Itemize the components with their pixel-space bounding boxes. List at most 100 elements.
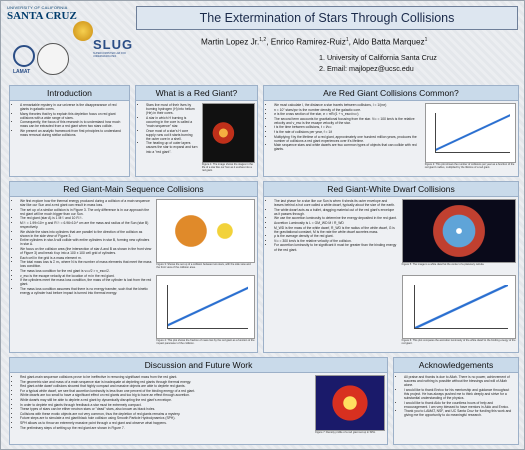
bullet: If the cylinders meet the mass loss cond… <box>20 278 152 286</box>
bullet: Once most of a star's H core supply runs… <box>146 129 198 141</box>
section-heading: What is a Red Giant? <box>136 86 257 101</box>
figure-caption: Figure 3: Shows the set up of a collisio… <box>156 263 251 269</box>
bullet: Multiplying f by the lifetime of a red g… <box>274 135 421 143</box>
slug-logo-main: SLUG <box>93 37 134 52</box>
bullet-list: Red giant-main sequence collisions prove… <box>13 375 311 430</box>
bullet: ρ is the average density of the red gian… <box>274 234 398 238</box>
bullet-list: We first explore how the thermal energy … <box>13 199 152 296</box>
ucsc-logo-main: SANTA CRUZ <box>7 10 77 22</box>
authors: Martin Lopez Jr.1,2, Enrico Ramirez-Ruiz… <box>201 37 427 47</box>
bullet: The preliminary steps of setting up the … <box>20 426 311 430</box>
bullet: σ is the cross section of the star, σ = … <box>274 112 421 116</box>
figure: Figure 5: The image is a white dwarf at … <box>401 199 516 273</box>
bullet-list: The last phase for a star like our Sun i… <box>267 199 398 252</box>
bullet: All praise and thanks is due to Allah. T… <box>404 375 514 387</box>
bullet: We must calculate l, the distance a star… <box>274 103 421 107</box>
bullet: The last phase for a star like our Sun i… <box>274 199 398 207</box>
figure-image <box>156 199 255 263</box>
bullet: The set up of a similar collision is in … <box>20 208 152 216</box>
slug-logo-sub: SUPERCOMPUTER LAB FOR UNDERGRADUATES <box>93 52 126 58</box>
bullet: These types of stars can be either neutr… <box>20 407 311 411</box>
bullet-list: Stars live most of their lives by burnin… <box>139 103 198 154</box>
lamat-logo: LAMAT <box>13 69 31 75</box>
section-heading: Red Giant-Main Sequence Collisions <box>10 182 257 197</box>
bullet: The white dwarf acts as a bullet, draggi… <box>274 208 398 216</box>
figure: Figure 3: Shows the set up of a collisio… <box>156 199 255 273</box>
section-panel: Acknowledgements All praise and thanks is… <box>393 357 519 445</box>
bullet: Future steps are to simulate a red giant… <box>20 416 311 420</box>
bullet-list: We must calculate l, the distance a star… <box>267 103 421 152</box>
section-panel: Discussion and Future Work Red giant-main… <box>9 357 388 445</box>
bullet: I would like to thank Aldo for the count… <box>404 401 514 409</box>
author-affil-mark: 1 <box>345 37 349 43</box>
bullet: The second term accounts for gravitation… <box>274 117 421 125</box>
bullet: The mass loss condition assumes that the… <box>20 287 152 295</box>
bullet: The heating up of outer layers causes th… <box>146 141 198 153</box>
bullet: The total mass loss is Σ mᵢ, where N is … <box>20 260 152 268</box>
bullet: In order to deplete red giants through f… <box>20 403 311 407</box>
bullet: We first explore how the thermal energy … <box>20 199 152 207</box>
bullet: n = 10⁷ stars/pc³ is the number density … <box>274 108 421 112</box>
author-affil-mark: 1,2 <box>259 37 267 43</box>
section-panel: Red Giant-Main Sequence Collisions We fir… <box>9 181 258 353</box>
bullet: Each cell in the grid is a mass element … <box>20 256 152 260</box>
bullet: Many theories that try to explain this d… <box>20 112 125 120</box>
bullet: V∞ = 300 km/s is the relative velocity o… <box>274 239 398 243</box>
section-heading: Are Red Giant Collisions Common? <box>264 86 518 101</box>
affiliation: 2. Email: majlopez@ucsc.edu <box>319 64 414 73</box>
section-heading: Red Giant-White Dwarf Collisions <box>264 182 518 197</box>
bullet: M☉ = 1.99×10³³ g and R☉ = 6.96×10¹⁰ cm a… <box>20 221 152 229</box>
bullet: Accretion Luminosity is L = GM_WD Ṁ / R_… <box>274 221 398 225</box>
section-heading: Introduction <box>10 86 129 101</box>
bullet: The geometric size and mass of a main se… <box>20 380 311 384</box>
plot-curve <box>434 112 510 154</box>
figure-caption: Figure 7: Density profile of a red giant… <box>315 431 376 434</box>
plot-curve <box>413 285 509 329</box>
bullet: Entire cylinders in star A will collide … <box>20 238 152 246</box>
bullet: A star in which H burning is occurring i… <box>146 116 198 128</box>
bullet: Thank you to LAMAT, NSF, and UC Santa Cr… <box>404 409 514 417</box>
figure: Figure 1: The image shows the stages in … <box>201 103 255 173</box>
bullet: Red giant-white dwarf collisions showed … <box>20 384 311 388</box>
author-name: , Enrico Ramirez-Ruiz <box>266 37 346 47</box>
figure-image <box>401 199 516 263</box>
bullet: v_esc is the escape velocity at the loca… <box>20 274 152 278</box>
bullet: I would like to thank Enrico for his men… <box>404 388 514 400</box>
lamat-icon <box>13 45 35 67</box>
bullet: t is the time between collisions, t = l/… <box>274 125 421 129</box>
figure: Figure 7: Density profile of a red giant… <box>315 375 385 441</box>
section-heading: Acknowledgements <box>394 358 518 373</box>
affiliation: 1. University of California Santa Cruz <box>319 53 437 62</box>
figure-caption: Figure 5: The image is a white dwarf at … <box>401 263 485 266</box>
bullet: SPH allows us to throw an extremely mass… <box>20 421 311 425</box>
bullet: M_WD is the mass of the white dwarf, R_W… <box>274 226 398 234</box>
ucsc-logo: UNIVERSITY OF CALIFORNIA SANTA CRUZ <box>7 5 77 35</box>
figure: Figure 4: This plot shows the fraction o… <box>156 275 255 349</box>
bullet: Consequently, the focus of this research… <box>20 120 125 128</box>
figure-caption: Figure 2: This plot shows the number of … <box>424 163 515 169</box>
figure-caption: Figure 4: This plot shows the fraction o… <box>156 339 255 345</box>
section-panel: What is a Red Giant? Stars live most of t… <box>135 85 258 177</box>
bullet: We use the accretion luminosity to deter… <box>274 216 398 220</box>
figure-image <box>201 103 255 163</box>
author-name: Martin Lopez Jr. <box>201 37 260 47</box>
bullet: The mass loss condition for the red gian… <box>20 269 152 273</box>
bullet: f is the rate of collisions per year, f … <box>274 130 421 134</box>
author-affil-mark: 1 <box>424 37 428 43</box>
bullet: A remarkable mystery in our universe is … <box>20 103 125 111</box>
figure-image <box>315 375 385 431</box>
figure-caption: Figure 6: This plot compares the accreti… <box>401 339 516 345</box>
figure-image <box>424 103 516 163</box>
poster-title: The Extermination of Stars Through Colli… <box>136 6 518 30</box>
figure-image <box>156 275 255 339</box>
bullet: While dwarfs may still be able to deplet… <box>20 398 311 402</box>
section-panel: Are Red Giant Collisions Common? We must … <box>263 85 519 177</box>
bullet: We present an analytic framework from fi… <box>20 129 125 137</box>
bullet: Main sequence stars and white dwarfs are… <box>274 143 421 151</box>
round-logo <box>37 43 69 75</box>
slug-logo: SLUG SUPERCOMPUTER LAB FOR UNDERGRADUATE… <box>93 37 133 58</box>
ucsc-logo-top: UNIVERSITY OF CALIFORNIA <box>7 5 68 10</box>
figure-caption: Figure 1: The image shows the stages in … <box>201 163 253 172</box>
section-heading: Discussion and Future Work <box>10 358 387 373</box>
